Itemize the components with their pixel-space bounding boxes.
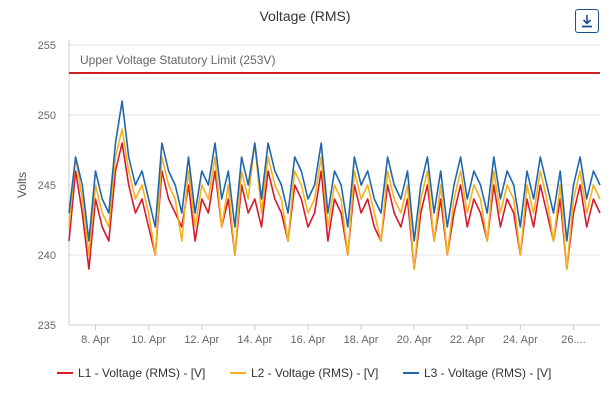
x-tick-label: 20. Apr bbox=[397, 334, 432, 346]
y-tick-label: 235 bbox=[38, 320, 56, 332]
legend-swatch-l1 bbox=[57, 372, 73, 374]
limit-label: Upper Voltage Statutory Limit (253V) bbox=[80, 53, 275, 67]
legend-swatch-l2 bbox=[230, 372, 246, 374]
legend-item-l1[interactable]: L1 - Voltage (RMS) - [V] bbox=[57, 366, 205, 380]
y-tick-label: 245 bbox=[38, 180, 56, 192]
y-tick-label: 250 bbox=[38, 110, 56, 122]
x-tick-label: 8. Apr bbox=[81, 334, 110, 346]
y-tick-label: 240 bbox=[38, 250, 56, 262]
x-tick-label: 12. Apr bbox=[184, 334, 219, 346]
legend-label-l1: L1 - Voltage (RMS) - [V] bbox=[78, 366, 206, 380]
legend-item-l2[interactable]: L2 - Voltage (RMS) - [V] bbox=[230, 366, 378, 380]
download-icon bbox=[582, 15, 592, 28]
x-tick-label: 10. Apr bbox=[131, 334, 166, 346]
x-tick-label: 26.... bbox=[561, 334, 585, 346]
series-line-l3 bbox=[68, 100, 601, 242]
x-tick-label: 24. Apr bbox=[503, 334, 538, 346]
download-button[interactable] bbox=[575, 9, 599, 33]
x-tick-label: 22. Apr bbox=[450, 334, 485, 346]
legend-label-l2: L2 - Voltage (RMS) - [V] bbox=[251, 366, 379, 380]
legend-item-l3[interactable]: L3 - Voltage (RMS) - [V] bbox=[403, 366, 551, 380]
x-tick-label: 18. Apr bbox=[344, 334, 379, 346]
y-axis-label: Volts bbox=[15, 172, 29, 198]
legend-swatch-l3 bbox=[403, 372, 419, 374]
legend: L1 - Voltage (RMS) - [V] L2 - Voltage (R… bbox=[0, 366, 610, 382]
legend-label-l3: L3 - Voltage (RMS) - [V] bbox=[424, 366, 552, 380]
x-tick-label: 14. Apr bbox=[237, 334, 272, 346]
x-tick-label: 16. Apr bbox=[291, 334, 326, 346]
series-line-l2 bbox=[68, 128, 601, 270]
chart-title: Voltage (RMS) bbox=[259, 8, 351, 24]
y-tick-label: 255 bbox=[38, 40, 56, 52]
